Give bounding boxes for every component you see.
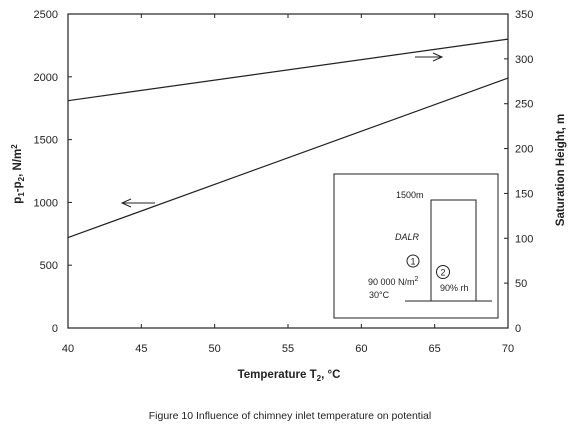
chart: 40 45 50 55 60 65 7005001000150020002500050100… xyxy=(10,9,567,383)
x-tick-label: 70 xyxy=(502,343,514,355)
inset-frame xyxy=(333,173,499,319)
x-tick-label: 50 xyxy=(209,343,221,355)
right-y-tick-label: 350 xyxy=(515,9,533,21)
figure-caption: Figure 10 Influence of chimney inlet tem… xyxy=(148,410,432,422)
inset-lapse-label: DALR xyxy=(395,232,420,242)
inset-pressure-label: 90 000 N/m2 xyxy=(368,276,419,287)
right-y-tick-label: 50 xyxy=(515,278,527,290)
right-y-tick-label: 0 xyxy=(515,323,521,335)
right-y-tick-label: 300 xyxy=(515,54,533,66)
inset-height-label: 1500m xyxy=(396,190,424,200)
right-y-axis-title: Saturation Height, m xyxy=(555,114,567,226)
arrow-upper-to-right-axis xyxy=(415,52,444,62)
inset-marker-2: 2 xyxy=(440,268,445,278)
x-tick-label: 60 xyxy=(355,343,367,355)
left-y-tick-label: 1000 xyxy=(34,197,58,209)
inset-marker-1: 1 xyxy=(410,257,415,267)
arrow-upper-to-right-axis-head xyxy=(432,52,444,62)
x-tick-label: 40 xyxy=(62,343,74,355)
inset-marker-2-circle xyxy=(436,265,450,279)
inset-marker-1-circle xyxy=(406,254,420,268)
inset-humidity-label: 90% rh xyxy=(440,283,469,293)
right-y-tick-label: 250 xyxy=(515,99,533,111)
left-y-tick-label: 2000 xyxy=(34,72,58,84)
x-tick-label: 65 xyxy=(429,343,441,355)
left-y-tick-label: 2500 xyxy=(34,9,58,21)
left-y-tick-label: 500 xyxy=(40,260,58,272)
x-axis-title: Temperature T2, °C xyxy=(238,369,341,383)
series-line-1 xyxy=(67,38,509,102)
right-y-tick-label: 100 xyxy=(515,233,533,245)
inset-diagram: 1500m DALR 1 2 90 000 N/m2 90% rh 30°C xyxy=(333,173,499,319)
right-y-tick-label: 150 xyxy=(515,188,533,200)
left-y-axis-title: p1-p2, N/m2 xyxy=(10,144,26,204)
left-y-tick-label: 0 xyxy=(52,323,58,335)
right-y-tick-label: 200 xyxy=(515,144,533,156)
arrow-lower-to-left-axis-head xyxy=(120,198,132,208)
x-tick-label: 45 xyxy=(135,343,147,355)
inset-temperature-label: 30°C xyxy=(369,290,390,300)
left-y-tick-label: 1500 xyxy=(34,135,58,147)
x-tick-label: 55 xyxy=(282,343,294,355)
arrow-lower-to-left-axis xyxy=(120,198,155,208)
series-line-2 xyxy=(67,77,509,239)
